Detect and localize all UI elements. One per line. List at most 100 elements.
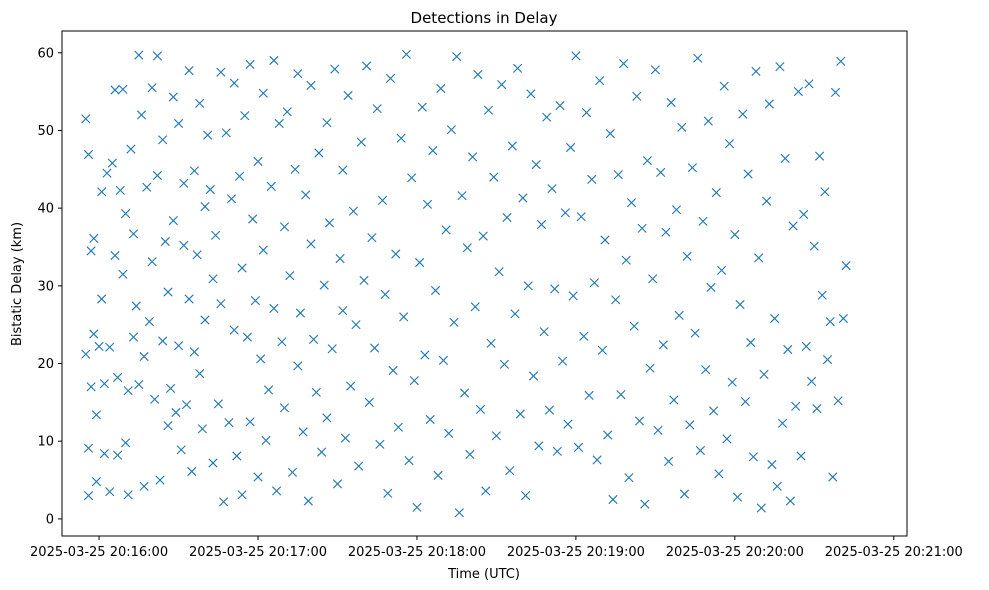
- data-point: [131, 301, 141, 311]
- data-point: [372, 104, 382, 114]
- data-point: [642, 156, 652, 166]
- data-point: [150, 394, 160, 404]
- data-point: [317, 447, 327, 457]
- data-point: [446, 125, 456, 135]
- data-point: [637, 223, 647, 233]
- data-point: [640, 499, 650, 509]
- data-point: [168, 92, 178, 102]
- data-point: [510, 309, 520, 319]
- data-point: [626, 198, 637, 208]
- data-point: [436, 83, 446, 94]
- data-point: [99, 379, 109, 389]
- data-point: [528, 371, 539, 381]
- data-point: [83, 443, 94, 453]
- data-point: [232, 451, 242, 461]
- data-point: [711, 188, 721, 198]
- data-point: [531, 160, 541, 170]
- data-point: [653, 425, 663, 435]
- data-point: [253, 156, 263, 167]
- data-point: [81, 114, 91, 124]
- data-point: [409, 376, 419, 386]
- data-point: [536, 219, 547, 230]
- data-point: [404, 456, 414, 466]
- y-axis: 0 10 20 30 40 50 60: [37, 46, 62, 527]
- data-point: [422, 199, 433, 209]
- data-point: [584, 390, 594, 400]
- data-point: [401, 49, 411, 59]
- data-point: [200, 315, 210, 325]
- data-point: [693, 53, 703, 63]
- data-point: [158, 135, 168, 145]
- data-point: [560, 208, 570, 218]
- data-point: [740, 397, 750, 407]
- data-point: [258, 245, 268, 255]
- data-point: [730, 230, 740, 240]
- y-tick-label: 40: [37, 202, 54, 217]
- data-point: [113, 450, 123, 460]
- data-point: [682, 251, 692, 261]
- data-point: [430, 285, 441, 296]
- data-point: [717, 265, 727, 275]
- data-point: [518, 193, 528, 203]
- data-point: [290, 164, 300, 174]
- data-point: [139, 351, 149, 362]
- data-point: [785, 496, 795, 506]
- data-point: [462, 243, 472, 253]
- data-point: [359, 275, 369, 285]
- data-point: [764, 99, 774, 109]
- data-point: [568, 291, 578, 301]
- data-point: [507, 141, 517, 151]
- data-point: [99, 449, 109, 459]
- data-point: [589, 278, 599, 288]
- data-point: [613, 170, 623, 180]
- data-point: [817, 290, 827, 300]
- data-point: [777, 418, 788, 428]
- data-point: [340, 433, 350, 443]
- data-point: [775, 62, 785, 72]
- data-point: [298, 427, 308, 437]
- data-point: [478, 231, 488, 241]
- data-point: [415, 257, 425, 268]
- data-point: [115, 185, 125, 195]
- data-point: [619, 59, 629, 69]
- data-point: [134, 50, 144, 60]
- data-point: [544, 405, 554, 415]
- data-point: [539, 327, 549, 337]
- data-point: [828, 472, 838, 482]
- data-point: [216, 67, 226, 77]
- y-tick-label: 10: [37, 435, 54, 450]
- data-point: [229, 325, 239, 335]
- data-point: [383, 488, 393, 498]
- data-point: [174, 341, 184, 351]
- data-point: [830, 87, 841, 97]
- data-point: [425, 414, 435, 425]
- data-point: [698, 216, 708, 226]
- data-point: [449, 317, 459, 327]
- data-point: [491, 431, 501, 441]
- data-point: [295, 308, 305, 318]
- data-point: [279, 222, 290, 232]
- data-point: [105, 342, 115, 352]
- data-point: [105, 487, 115, 497]
- data-point: [128, 332, 139, 342]
- data-point: [94, 341, 104, 351]
- data-point: [727, 377, 737, 387]
- data-point: [279, 403, 290, 413]
- data-point: [163, 421, 173, 431]
- data-point: [838, 313, 848, 324]
- data-point: [208, 458, 218, 468]
- data-point: [81, 349, 91, 359]
- data-point: [762, 196, 772, 206]
- data-point: [229, 78, 239, 88]
- data-point: [274, 118, 284, 129]
- data-point: [412, 502, 422, 512]
- data-point: [417, 102, 427, 112]
- data-point: [703, 116, 713, 126]
- data-point: [428, 146, 438, 156]
- x-tick-label: 2025-03-25 20:21:00: [825, 545, 963, 560]
- data-point: [592, 455, 602, 465]
- data-point: [110, 250, 120, 261]
- data-point: [118, 84, 128, 94]
- data-point: [788, 221, 798, 231]
